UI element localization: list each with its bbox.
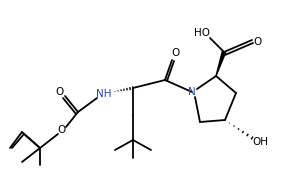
Text: O: O — [58, 125, 66, 135]
Text: HO: HO — [194, 28, 210, 38]
Text: NH: NH — [96, 89, 112, 99]
Text: O: O — [171, 48, 179, 58]
Text: O: O — [254, 37, 262, 47]
Text: N: N — [188, 87, 196, 97]
Text: O: O — [55, 87, 63, 97]
Text: OH: OH — [252, 137, 268, 147]
Polygon shape — [216, 51, 226, 76]
